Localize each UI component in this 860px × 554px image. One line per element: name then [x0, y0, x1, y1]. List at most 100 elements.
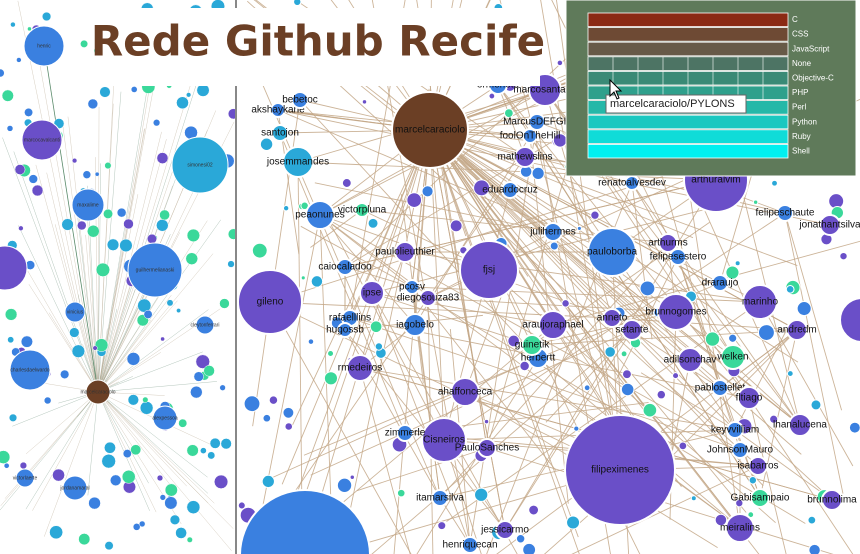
- node[interactable]: [271, 124, 289, 142]
- node[interactable]: [725, 513, 755, 543]
- legend-swatch: [587, 41, 789, 57]
- tooltip: marcelcaraciolo/PYLONS: [605, 78, 747, 114]
- node[interactable]: [461, 536, 479, 554]
- overview-node[interactable]: [127, 242, 183, 298]
- overview-node[interactable]: [195, 315, 215, 335]
- legend-label: Shell: [792, 147, 810, 156]
- node[interactable]: [564, 414, 676, 526]
- node[interactable]: [543, 222, 563, 242]
- node[interactable]: [495, 520, 515, 540]
- overview-minor-node: [193, 371, 204, 382]
- minor-node: [642, 402, 658, 418]
- minor-node: [259, 137, 274, 151]
- node-label: bebetoc: [282, 95, 318, 106]
- node[interactable]: [821, 489, 843, 511]
- node[interactable]: [587, 227, 637, 277]
- overview-minor-node: [101, 454, 116, 469]
- node[interactable]: [750, 488, 770, 508]
- overview-node[interactable]: [62, 475, 88, 501]
- overview-edge: [97, 309, 209, 393]
- node[interactable]: [621, 319, 643, 341]
- node[interactable]: [450, 377, 480, 407]
- node[interactable]: [819, 214, 841, 236]
- node[interactable]: [336, 258, 354, 276]
- node[interactable]: [238, 269, 303, 335]
- overview-minor-node: [176, 308, 182, 313]
- node[interactable]: [346, 354, 374, 382]
- node[interactable]: [305, 200, 335, 230]
- node[interactable]: [657, 293, 695, 331]
- overview-minor-node: [52, 468, 65, 482]
- node[interactable]: [521, 334, 543, 356]
- overview-minor-node: [159, 209, 170, 221]
- node[interactable]: [394, 241, 416, 263]
- overview-minor-node: [190, 385, 203, 399]
- node-label: MarcusDEFGH: [503, 117, 571, 128]
- node-label: hugossb: [326, 325, 364, 336]
- minor-node: [810, 399, 822, 411]
- node[interactable]: [711, 274, 729, 292]
- overview-minor-node: [143, 309, 153, 319]
- overview-node[interactable]: [23, 25, 65, 67]
- node[interactable]: [514, 146, 536, 168]
- edge: [552, 240, 860, 326]
- node[interactable]: [711, 379, 729, 397]
- node[interactable]: [522, 128, 538, 144]
- node[interactable]: [731, 441, 749, 459]
- overview-node[interactable]: [152, 405, 178, 431]
- overview-node[interactable]: [85, 379, 111, 405]
- node[interactable]: [786, 319, 808, 341]
- node[interactable]: [528, 113, 546, 131]
- edge: [429, 129, 630, 448]
- legend-swatch: [587, 114, 789, 130]
- overview-minor-node: [186, 444, 199, 457]
- node-label: herbertt: [521, 353, 556, 364]
- overview-minor-node: [6, 125, 14, 132]
- node[interactable]: [501, 181, 519, 199]
- node[interactable]: [391, 91, 469, 169]
- node[interactable]: [477, 438, 497, 458]
- node-label: renatoalvesdev: [598, 178, 666, 189]
- node[interactable]: [737, 386, 761, 410]
- node[interactable]: [602, 308, 622, 328]
- edge: [299, 99, 539, 359]
- overview-node[interactable]: [71, 188, 105, 222]
- node[interactable]: [282, 146, 314, 178]
- node[interactable]: [726, 421, 744, 439]
- overview-minor-node: [110, 474, 122, 486]
- node[interactable]: [270, 102, 286, 118]
- node[interactable]: [677, 347, 703, 373]
- node[interactable]: [742, 284, 778, 320]
- minor-node: [785, 284, 795, 294]
- node[interactable]: [669, 248, 687, 266]
- node[interactable]: [359, 280, 385, 306]
- node[interactable]: [776, 204, 794, 222]
- overview-minor-node: [60, 369, 70, 379]
- node[interactable]: [788, 413, 812, 437]
- node[interactable]: [748, 456, 768, 476]
- node[interactable]: [459, 240, 519, 300]
- minor-node: [848, 421, 860, 434]
- node[interactable]: [720, 344, 746, 370]
- overview-node[interactable]: [21, 119, 63, 161]
- minor-node: [341, 178, 352, 188]
- node[interactable]: [404, 279, 420, 295]
- node[interactable]: [658, 233, 678, 253]
- node[interactable]: [396, 424, 414, 442]
- node[interactable]: [421, 417, 467, 463]
- node-label: guinetik: [515, 340, 550, 351]
- node[interactable]: [291, 91, 309, 109]
- node[interactable]: [419, 289, 437, 307]
- overview-minor-node: [195, 354, 210, 369]
- node[interactable]: [354, 202, 370, 218]
- overview-node[interactable]: [15, 468, 35, 488]
- node[interactable]: [538, 310, 568, 340]
- overview-node[interactable]: [171, 136, 229, 194]
- overview-node[interactable]: [9, 349, 51, 391]
- minor-node: [590, 210, 600, 220]
- node[interactable]: [337, 322, 353, 338]
- overview-minor-node: [227, 260, 235, 268]
- overview-node[interactable]: [64, 301, 86, 323]
- node[interactable]: [431, 489, 449, 507]
- node[interactable]: [403, 313, 427, 337]
